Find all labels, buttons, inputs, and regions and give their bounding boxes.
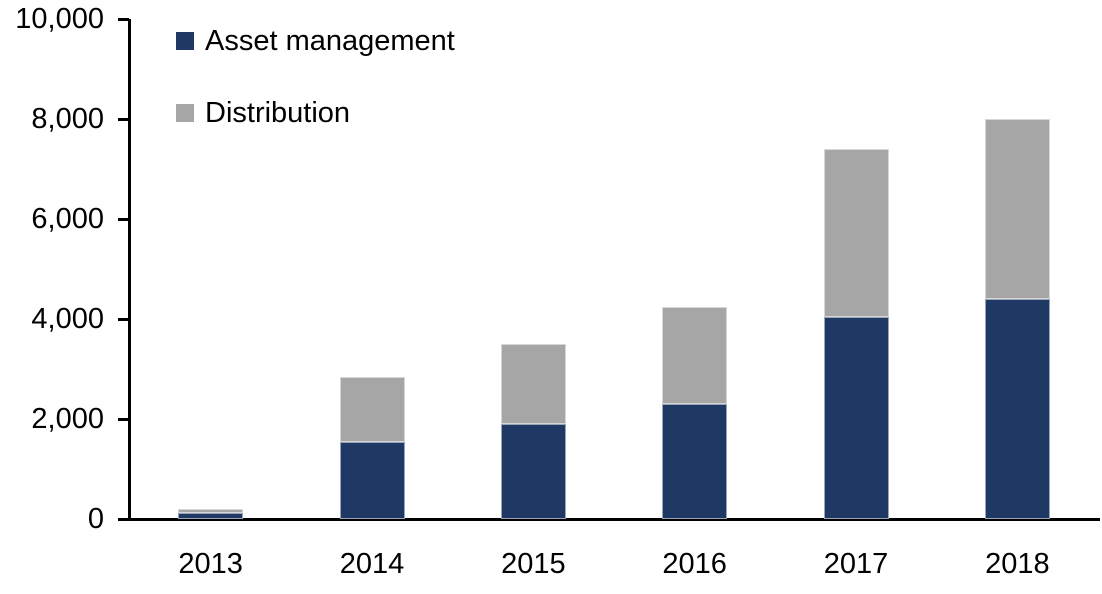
y-tick-label: 0	[87, 503, 104, 535]
x-tick-label-2013: 2013	[178, 548, 243, 580]
bar-segment-asset-management-2016	[662, 404, 728, 519]
legend-item-distribution: Distribution	[176, 94, 455, 132]
bar-segment-distribution-2017	[823, 149, 889, 317]
legend-label-asset-management: Asset management	[205, 25, 455, 57]
y-tick-mark	[118, 418, 129, 421]
y-tick-mark	[118, 118, 129, 121]
bar-segment-distribution-2014	[339, 376, 405, 442]
x-axis-line	[118, 518, 1100, 521]
y-tick-mark	[118, 218, 129, 221]
legend-swatch-asset-management	[176, 32, 194, 50]
legend-item-asset-management: Asset management	[176, 22, 455, 60]
y-tick-mark	[118, 318, 129, 321]
bar-segment-asset-management-2014	[339, 441, 405, 519]
bar-segment-distribution-2016	[662, 306, 728, 404]
legend-swatch-distribution	[176, 104, 194, 122]
x-tick-label-2015: 2015	[501, 548, 566, 580]
x-tick-label-2014: 2014	[339, 548, 405, 580]
y-tick-mark	[118, 518, 129, 521]
x-tick-label-2018: 2018	[985, 548, 1050, 580]
x-tick-label-2017: 2017	[823, 548, 889, 580]
bar-segment-distribution-2015	[500, 344, 566, 424]
bar-segment-distribution-2013	[178, 509, 244, 513]
legend-label-distribution: Distribution	[205, 97, 351, 129]
bar-segment-asset-management-2013	[178, 513, 244, 519]
chart-legend: Asset management Distribution	[176, 22, 455, 166]
y-tick-label: 6,000	[31, 203, 104, 235]
bar-segment-asset-management-2018	[984, 299, 1050, 519]
y-tick-label: 10,000	[15, 3, 104, 35]
y-axis-line	[128, 19, 131, 521]
y-tick-label: 4,000	[31, 303, 104, 335]
x-tick-label-2016: 2016	[662, 548, 727, 580]
y-tick-label: 2,000	[31, 403, 104, 435]
bar-segment-distribution-2018	[984, 119, 1050, 299]
y-tick-mark	[118, 18, 129, 21]
y-tick-label: 8,000	[31, 103, 104, 135]
bar-segment-asset-management-2017	[823, 316, 889, 519]
bar-segment-asset-management-2015	[500, 424, 566, 519]
